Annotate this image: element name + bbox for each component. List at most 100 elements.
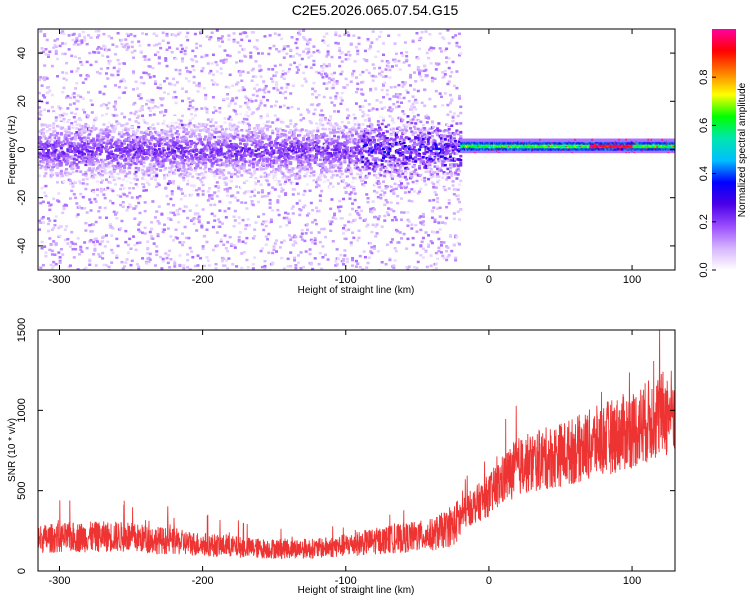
spectrogram-cell — [200, 225, 204, 228]
spectrogram-cell — [281, 129, 285, 132]
spectrogram-cell — [40, 217, 44, 220]
spectrogram-cell — [187, 158, 191, 161]
spectrogram-cell — [245, 207, 249, 210]
spectrogram-cell — [114, 53, 118, 56]
spectrogram-cell — [137, 223, 141, 226]
spectrogram-cell — [44, 194, 48, 198]
spectrogram-cell — [226, 194, 230, 197]
spectrogram-cell — [135, 129, 139, 132]
spectrogram-cell — [134, 80, 138, 84]
spectrogram-cell — [177, 172, 181, 176]
spectrogram-cell — [75, 164, 79, 167]
spectrogram-cell — [371, 128, 375, 131]
spectrogram-cell — [68, 264, 72, 267]
spectrogram-cell — [311, 138, 315, 142]
spectrogram-cell — [302, 50, 306, 53]
spectrogram-cell — [169, 153, 173, 156]
spectrogram-cell — [49, 263, 53, 267]
spectrogram-cell — [245, 224, 249, 227]
spectrogram-cell — [290, 140, 294, 144]
spectrogram-cell — [233, 246, 237, 249]
spectrogram-cell — [237, 171, 241, 174]
spectrogram-cell — [74, 149, 78, 153]
spectrogram-cell — [135, 196, 139, 199]
spectrogram-cell — [273, 242, 277, 245]
spectrogram-cell — [334, 169, 338, 173]
spectrogram-cell — [156, 86, 160, 89]
spectrogram-cell — [245, 97, 249, 100]
spectrogram-cell — [320, 119, 324, 122]
spectrogram-cell — [56, 124, 60, 128]
spectrogram-cell — [244, 154, 248, 157]
spectrogram-cell — [264, 144, 268, 147]
spectrogram-cell — [262, 159, 266, 162]
spectrogram-cell — [333, 212, 337, 216]
spectrogram-cell — [343, 124, 347, 128]
spectrogram-cell — [272, 151, 276, 154]
spectrogram-cell — [139, 106, 143, 110]
spectrogram-cell — [334, 164, 338, 167]
spectrogram-cell — [313, 161, 317, 164]
spectrogram-cell — [206, 121, 210, 124]
spectrogram-cell — [220, 259, 224, 263]
spectrogram-cell — [141, 108, 145, 111]
spectrogram-cell — [266, 98, 270, 102]
spectrogram-cell — [316, 138, 320, 142]
spectrogram-cell — [345, 116, 349, 120]
spectrogram-cell — [134, 146, 138, 149]
spectrogram-cell — [133, 112, 137, 116]
spectrogram-cell — [57, 200, 61, 203]
spectrogram-cell — [204, 161, 208, 165]
spectrogram-cell — [278, 143, 282, 147]
spectrogram-cell — [356, 212, 360, 215]
spectrogram-cell — [121, 205, 125, 209]
spectrogram-cell — [61, 108, 65, 112]
spectrogram-cell — [224, 259, 228, 262]
spectrogram-cell — [226, 143, 230, 146]
spectrogram-cell — [294, 241, 298, 245]
spectrogram-cell — [362, 250, 366, 253]
spectrogram-cell — [338, 49, 342, 53]
spectrogram-cell — [66, 120, 70, 124]
spectrogram-cell — [343, 33, 347, 36]
spectrogram-cell — [57, 105, 61, 108]
spectrogram-cell — [152, 32, 156, 35]
spectrogram-cell — [196, 217, 200, 221]
spectrogram-cell — [258, 104, 262, 108]
spectrogram-cell — [241, 86, 245, 89]
spectrogram-cell — [85, 129, 89, 133]
spectrogram-cell — [269, 170, 273, 174]
spectrogram-cell — [151, 66, 155, 70]
spectrogram-cell — [98, 164, 102, 167]
spectrogram-cell — [166, 227, 170, 230]
spectrogram-cell — [90, 171, 94, 174]
spectrogram-cell — [347, 164, 351, 167]
spectrogram-cell — [236, 41, 240, 44]
spectrogram-cell — [259, 68, 263, 72]
spectrogram-cell — [333, 126, 337, 129]
spectrogram-cell — [298, 174, 302, 178]
spectrogram-cell — [302, 137, 306, 140]
spectrogram-cell — [245, 179, 249, 183]
spectrogram-cell — [152, 242, 156, 245]
spectrogram-cell — [258, 88, 262, 92]
spectrogram-cell — [101, 179, 105, 182]
spectrogram-cell — [322, 35, 326, 38]
spectrogram-cell — [52, 143, 56, 147]
spectrogram-cell — [374, 75, 378, 78]
spectrogram-cell — [246, 114, 250, 118]
spectrogram-cell — [357, 123, 361, 126]
spectrogram-cell — [354, 102, 358, 105]
spectrogram-cell — [45, 38, 49, 42]
spectrogram-cell — [130, 161, 134, 165]
spectrogram-cell — [104, 150, 108, 153]
spectrogram-cell — [56, 174, 60, 177]
spectrogram-cell — [233, 219, 237, 222]
spectrogram-cell — [289, 162, 293, 166]
spectrogram-cell — [117, 132, 121, 136]
spectrogram-cell — [290, 105, 294, 109]
spectrogram-cell — [129, 181, 133, 184]
spectrogram-cell — [361, 123, 365, 126]
spectrogram-cell — [281, 176, 285, 179]
spectrogram-cell — [309, 238, 313, 242]
